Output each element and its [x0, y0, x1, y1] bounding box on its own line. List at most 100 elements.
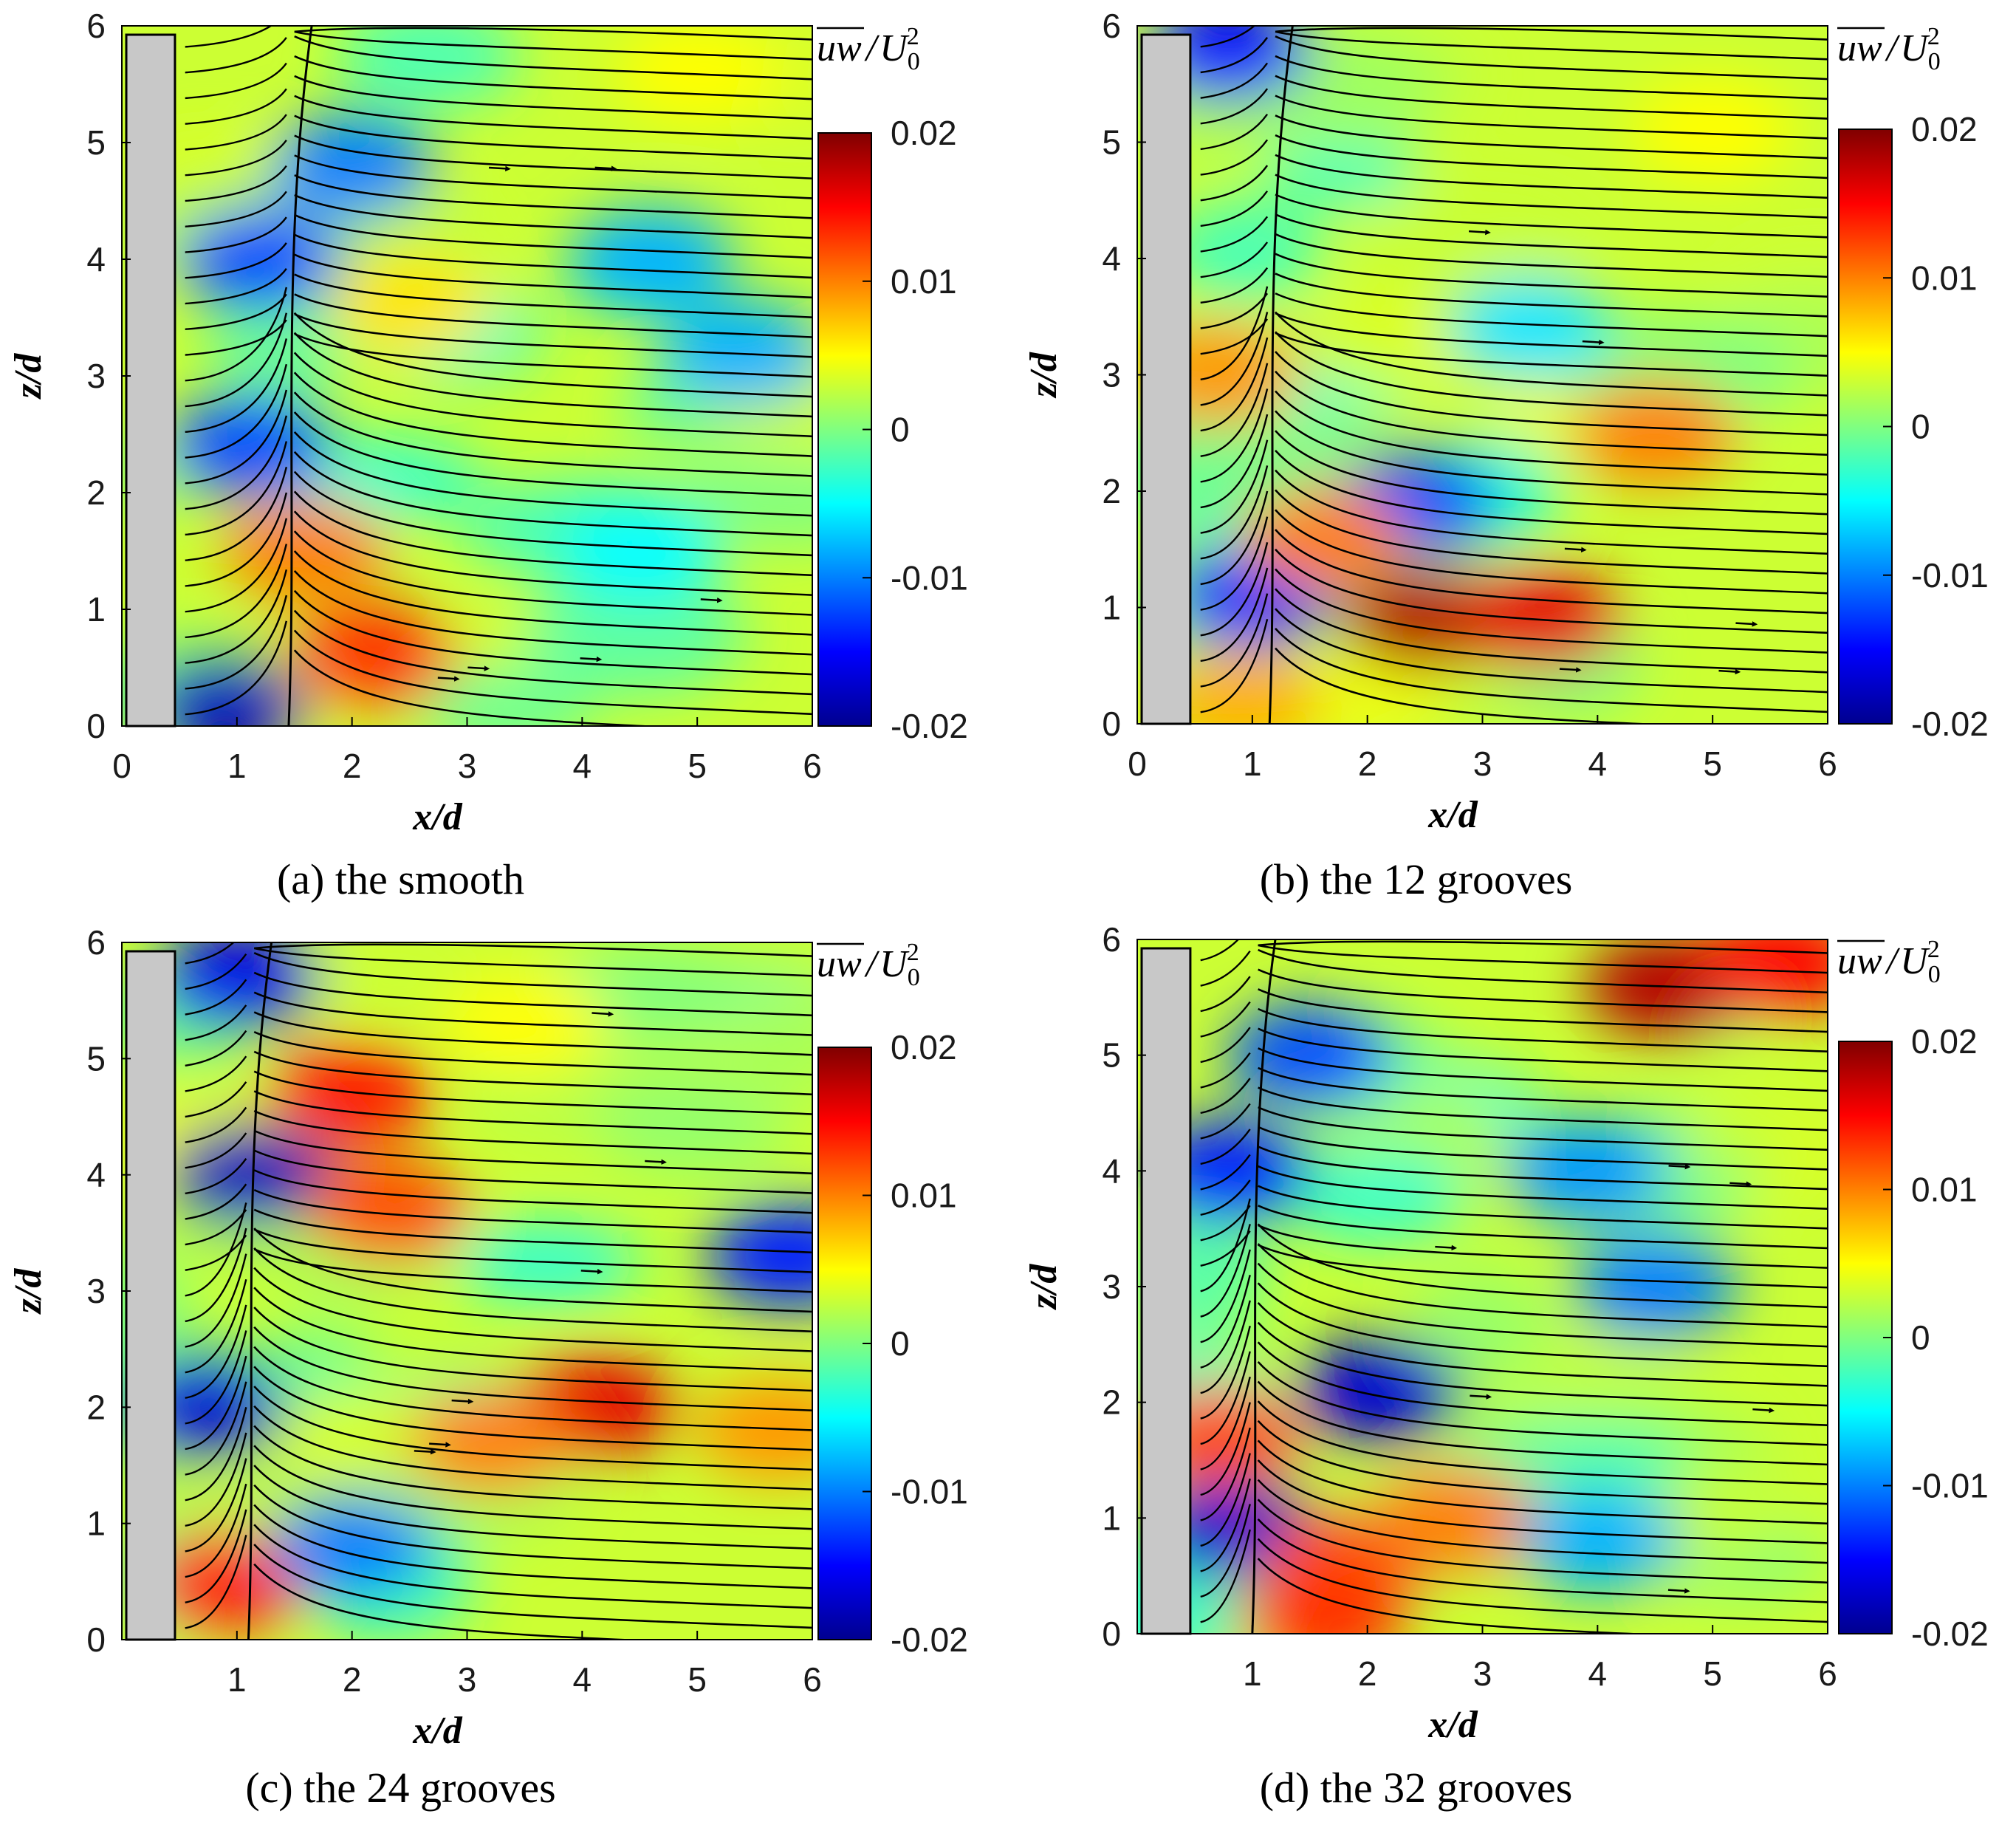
y-tick-label: 2: [86, 1388, 106, 1426]
streamline: [1200, 1224, 1251, 1318]
streamline: [1200, 465, 1269, 560]
streamline: [1200, 312, 1269, 406]
streamline: [253, 1307, 812, 1392]
streamline: [253, 971, 812, 1017]
separation-line: [1268, 26, 1294, 724]
streamline: [185, 953, 247, 990]
field-blob: [1297, 1339, 1461, 1442]
flow-arrow: [645, 1159, 667, 1165]
y-tick-label: 6: [1102, 920, 1121, 959]
y-tick-label: 0: [1102, 705, 1121, 743]
streamline: [185, 569, 288, 664]
streamline: [1200, 567, 1269, 662]
streamline: [293, 569, 812, 656]
streamline: [293, 332, 812, 418]
panel-b: 0 1 2 3 4 5 6 0 1 2 3 4 5 6 x/d z/d (b) the 12 grooves 0.…: [1023, 7, 1989, 903]
streamline: [1257, 1223, 1828, 1309]
flow-arrow: [1564, 547, 1587, 552]
streamline: [1200, 1478, 1251, 1572]
streamline: [1200, 1205, 1251, 1242]
y-axis-label: z/d: [7, 1268, 49, 1315]
streamline: [1257, 1519, 1828, 1603]
flow-arrow: [429, 1442, 451, 1448]
streamline: [185, 1355, 247, 1451]
flow-arrow: [1582, 339, 1605, 346]
streamline: [1275, 55, 1828, 100]
streamline: [1200, 1351, 1251, 1445]
field-blob: [144, 657, 307, 726]
streamline: [1258, 1027, 1828, 1072]
x-tick-label: 1: [227, 747, 247, 785]
streamline: [293, 451, 812, 537]
x-tick-label: 0: [1128, 744, 1147, 783]
y-tick-label: 2: [1102, 1383, 1121, 1422]
streamline: [1275, 509, 1828, 595]
streamline: [1257, 1321, 1828, 1407]
y-tick-label: 5: [86, 1039, 106, 1078]
streamline: [253, 1425, 812, 1510]
y-tick-label: 4: [1102, 1151, 1121, 1190]
field-blob: [1700, 939, 1828, 1015]
streamline: [185, 1132, 247, 1169]
streamline: [294, 233, 812, 279]
streamline: [294, 75, 812, 120]
streamline: [185, 595, 288, 690]
streamline: [1257, 1302, 1828, 1387]
streamline: [1275, 174, 1828, 219]
field-blob: [1631, 78, 1794, 182]
streamline: [1200, 1230, 1251, 1267]
x-tick-label: 1: [1243, 1654, 1262, 1693]
streamline: [253, 1524, 812, 1609]
streamline: [294, 27, 812, 41]
streamline: [185, 415, 288, 510]
streamline: [1200, 292, 1269, 329]
streamline: [1258, 1146, 1828, 1191]
streamline: [185, 363, 288, 459]
x-tick-label: 6: [803, 747, 822, 785]
streamline: [185, 338, 288, 434]
colorbar-title: uw/U02: [1837, 936, 1941, 988]
streamline: [293, 550, 812, 636]
streamline: [1200, 62, 1269, 99]
colorbar-tick-label: -0.02: [1911, 705, 1989, 743]
streamline: [253, 1366, 812, 1451]
streamline: [1200, 267, 1269, 304]
streamline: [1275, 194, 1828, 239]
flow-arrow: [594, 165, 617, 171]
streamline: [253, 1011, 812, 1056]
streamline: [294, 293, 812, 338]
streamline: [1258, 1007, 1828, 1052]
x-tick-label: 4: [573, 747, 592, 785]
streamline: [254, 943, 812, 957]
streamline: [1275, 410, 1828, 496]
flow-arrow: [488, 165, 511, 172]
streamlines: [185, 26, 812, 726]
streamline: [1200, 286, 1269, 380]
streamline: [253, 1405, 812, 1491]
streamline: [294, 313, 812, 358]
streamline: [185, 1202, 247, 1297]
streamline: [185, 1183, 247, 1220]
x-tick-label: 5: [688, 1660, 707, 1699]
y-tick-label: 3: [1102, 356, 1121, 394]
streamline: [294, 55, 812, 100]
y-tick-label: 3: [1102, 1267, 1121, 1306]
colorbar-tick-label: -0.02: [1911, 1615, 1989, 1653]
streamline: [185, 267, 287, 305]
colorbar-tick-label: 0.02: [891, 114, 957, 152]
field-blob: [1516, 1489, 1679, 1593]
cylinder: [125, 950, 176, 1641]
field-blob: [1378, 1466, 1541, 1570]
streamline: [1275, 273, 1828, 318]
streamline: [185, 942, 236, 965]
field-blob: [155, 942, 318, 1030]
streamline: [1258, 1106, 1828, 1151]
field-blob: [1228, 1003, 1391, 1107]
streamline: [185, 1081, 247, 1118]
cylinder: [1140, 947, 1192, 1635]
streamline: [1258, 1126, 1828, 1171]
streamline: [1275, 489, 1828, 575]
streamline: [253, 1050, 812, 1096]
streamline: [293, 609, 812, 696]
streamline: [253, 1247, 812, 1333]
